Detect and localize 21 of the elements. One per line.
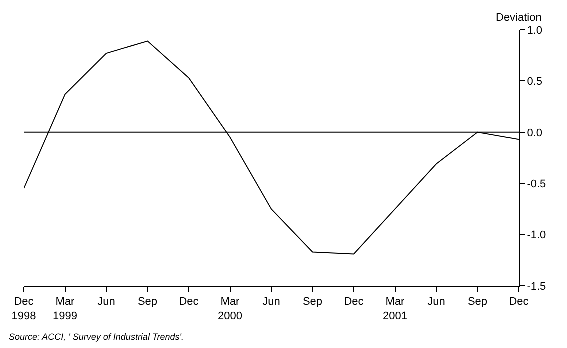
x-tick-label: Sep (468, 296, 488, 308)
y-tick-label: 1.0 (527, 24, 542, 37)
source-note: Source: ACCI, ' Survey of Industrial Trends'. (9, 332, 184, 342)
x-tick-label: Dec (509, 296, 530, 308)
y-tick-label: 0.0 (527, 127, 542, 140)
x-tick-label: Jun (428, 296, 446, 308)
y-tick-label: -1.0 (527, 230, 546, 242)
y-tick-label: -1.5 (527, 280, 546, 293)
x-tick-label: Jun (262, 296, 280, 308)
y-tick-label: 0.5 (527, 76, 542, 88)
x-tick-label: Dec (179, 296, 200, 308)
x-tick-label: Sep (138, 296, 158, 308)
x-tick-label: Mar 1999 (53, 296, 78, 322)
x-tick-label: Sep (302, 296, 323, 308)
y-tick-label: -0.5 (527, 178, 546, 190)
y-axis-title: Deviation (496, 12, 542, 24)
x-tick-label: Dec (344, 296, 364, 308)
x-tick-label: Jun (98, 296, 116, 308)
x-tick-label: Mar 2001 (383, 296, 408, 322)
x-tick-label: Mar 2000 (218, 296, 242, 322)
x-tick-label: Dec 1998 (12, 296, 36, 322)
